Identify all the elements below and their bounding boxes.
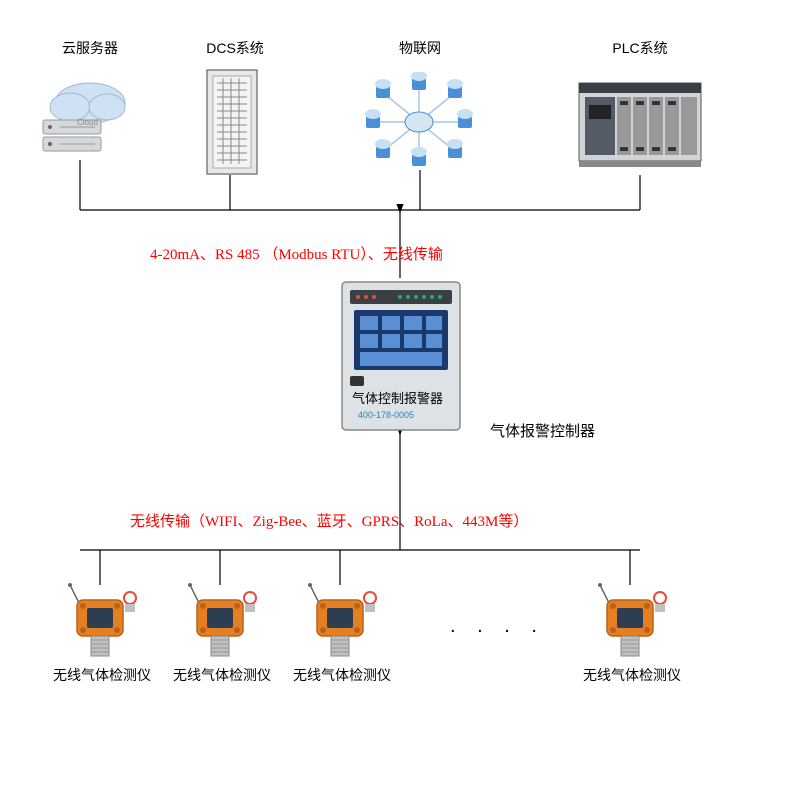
label-cloud-server: 云服务器 [30, 38, 150, 58]
label-iot: 物联网 [360, 38, 480, 58]
svg-text:Cloud: Cloud [77, 118, 98, 127]
controller-phone: 400-178-0005 [358, 410, 414, 420]
label-dcs: DCS系统 [175, 38, 295, 58]
controller-side-label: 气体报警控制器 [490, 420, 595, 441]
controller-body-label: 气体控制报警器 [352, 388, 443, 407]
detector-label-3: 无线气体检测仪 [282, 665, 402, 685]
detector-icon-4 [585, 580, 680, 665]
plc-icon [575, 75, 705, 180]
detector-label-2: 无线气体检测仪 [162, 665, 282, 685]
cloud-server-icon: Cloud [35, 75, 130, 165]
dcs-cabinet-icon [205, 68, 260, 183]
label-plc: PLC系统 [580, 38, 700, 58]
detector-icon-3 [295, 580, 390, 665]
label-protocol-upper: 4-20mA、RS 485 （Modbus RTU）、无线传输 [150, 243, 443, 264]
detector-icon-1 [55, 580, 150, 665]
detector-label-1: 无线气体检测仪 [42, 665, 162, 685]
label-protocol-lower: 无线传输（WIFI、Zig-Bee、蓝牙、GPRS、RoLa、443M等） [130, 510, 528, 531]
iot-network-icon [362, 72, 477, 177]
detector-label-4: 无线气体检测仪 [572, 665, 692, 685]
ellipsis: . . . . [450, 615, 545, 638]
detector-icon-2 [175, 580, 270, 665]
